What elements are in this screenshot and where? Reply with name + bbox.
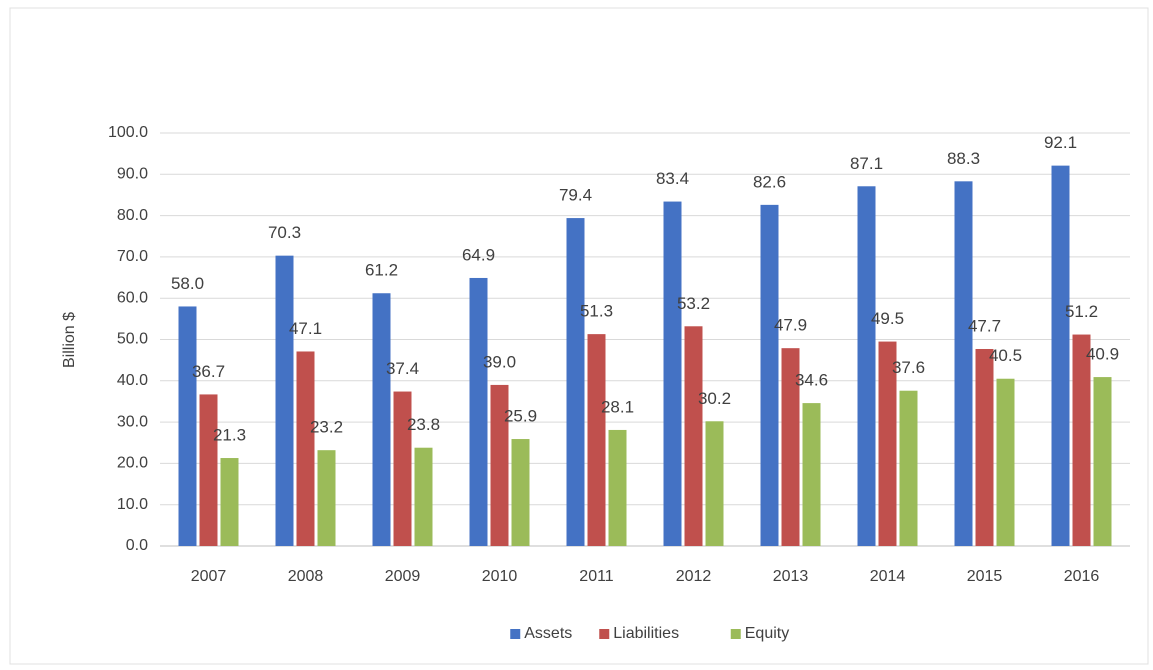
bar [781,348,800,546]
bar [802,403,821,546]
bar [878,341,897,546]
data-label: 49.5 [871,309,904,328]
x-tick-label: 2014 [870,568,906,585]
bar [899,390,918,546]
bar [857,186,876,547]
x-tick-label: 2009 [385,568,421,585]
bar [760,204,779,546]
bar [275,255,294,546]
data-label: 25.9 [504,407,537,426]
bar [684,326,703,546]
data-label: 23.2 [310,418,343,437]
bar [1093,377,1112,546]
bar [296,351,315,546]
data-label: 58.0 [171,274,204,293]
bar [511,439,530,546]
data-label: 51.3 [580,302,613,321]
data-label: 61.2 [365,261,398,280]
y-tick-label: 40.0 [117,372,148,389]
x-tick-label: 2013 [773,568,809,585]
x-tick-label: 2010 [482,568,518,585]
legend-swatch [730,629,741,639]
y-axis-label: Billion $ [61,312,78,368]
data-label: 87.1 [850,154,883,173]
bar [178,306,197,546]
x-tick-label: 2008 [288,568,324,585]
y-tick-label: 0.0 [126,537,148,554]
data-label: 34.6 [795,371,828,390]
data-label: 37.6 [892,358,925,377]
data-label: 40.9 [1086,345,1119,364]
x-tick-label: 2007 [191,568,227,585]
data-label: 21.3 [213,426,246,445]
data-label: 30.2 [698,389,731,408]
bar [608,429,627,546]
data-label: 28.1 [601,397,634,416]
y-tick-label: 70.0 [117,248,148,265]
legend-label: Liabilities [613,625,679,642]
data-label: 37.4 [386,359,419,378]
data-label: 82.6 [753,172,786,191]
bar [663,201,682,547]
y-tick-label: 100.0 [108,124,148,141]
data-label: 79.4 [559,186,592,205]
legend-swatch [599,629,610,639]
bar [996,378,1015,546]
y-tick-label: 60.0 [117,289,148,306]
bar [372,293,391,546]
data-label: 47.9 [774,316,807,335]
y-tick-label: 10.0 [117,496,148,513]
data-label: 47.1 [289,319,322,338]
y-tick-label: 50.0 [117,331,148,348]
bar [1072,334,1091,546]
data-label: 92.1 [1044,133,1077,152]
bar [954,181,973,547]
x-tick-label: 2015 [967,568,1003,585]
data-label: 36.7 [192,362,225,381]
x-tick-label: 2012 [676,568,712,585]
y-tick-label: 20.0 [117,455,148,472]
bar [566,218,585,546]
data-label: 64.9 [462,245,495,264]
bar [199,394,218,546]
legend-label: Equity [745,625,789,642]
data-label: 47.7 [968,316,1001,335]
legend-swatch [510,629,521,639]
bar [490,384,509,546]
y-tick-label: 80.0 [117,207,148,224]
bar [317,450,336,546]
y-tick-label: 30.0 [117,413,148,430]
data-label: 70.3 [268,223,301,242]
bar [1051,165,1070,546]
data-label: 51.2 [1065,302,1098,321]
data-label: 39.0 [483,352,516,371]
x-tick-label: 2016 [1064,568,1100,585]
bar [414,447,433,546]
bar [975,348,994,546]
x-tick-label: 2011 [579,568,614,585]
bar [220,458,239,546]
bar [705,421,724,546]
data-label: 53.2 [677,294,710,313]
data-label: 83.4 [656,169,689,188]
y-tick-label: 90.0 [117,166,148,183]
data-label: 40.5 [989,346,1022,365]
data-label: 88.3 [947,149,980,168]
bar [393,391,412,546]
data-label: 23.8 [407,415,440,434]
bar [469,277,488,546]
bar [587,334,606,546]
legend-label: Assets [524,625,572,642]
